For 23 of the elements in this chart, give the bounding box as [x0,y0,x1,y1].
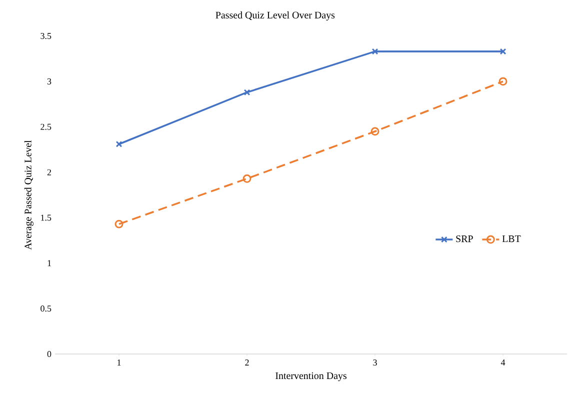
point [114,220,124,228]
y-tick-label: 1.5 [41,214,52,221]
y-tick-label: 3.5 [40,32,52,40]
legend-label: SRP [456,235,473,242]
point [244,89,250,96]
y-tick-label: 2.5 [40,124,52,130]
point [370,127,380,136]
y-tick-label: 0 [47,350,52,358]
y-axis-title: Average Passed Quiz Level [24,140,34,250]
y-tick-label: 0.5 [40,306,52,312]
y-tick-label: 2 [47,169,51,176]
x-tick-label: 1 [118,360,121,366]
point [498,77,508,86]
y-tick-label: 1 [48,260,51,266]
legend-label: LBT [502,236,521,242]
y-tick-label: 3 [47,78,52,84]
x-tick-label: 3 [373,360,377,366]
x-tick-label: 4 [500,360,506,366]
point [372,48,378,55]
x-axis-title: Intervention Days [276,372,346,382]
chart-title: Passed Quiz Level Over Days [216,11,335,21]
x-tick-label: 2 [245,360,249,366]
point [242,174,252,183]
